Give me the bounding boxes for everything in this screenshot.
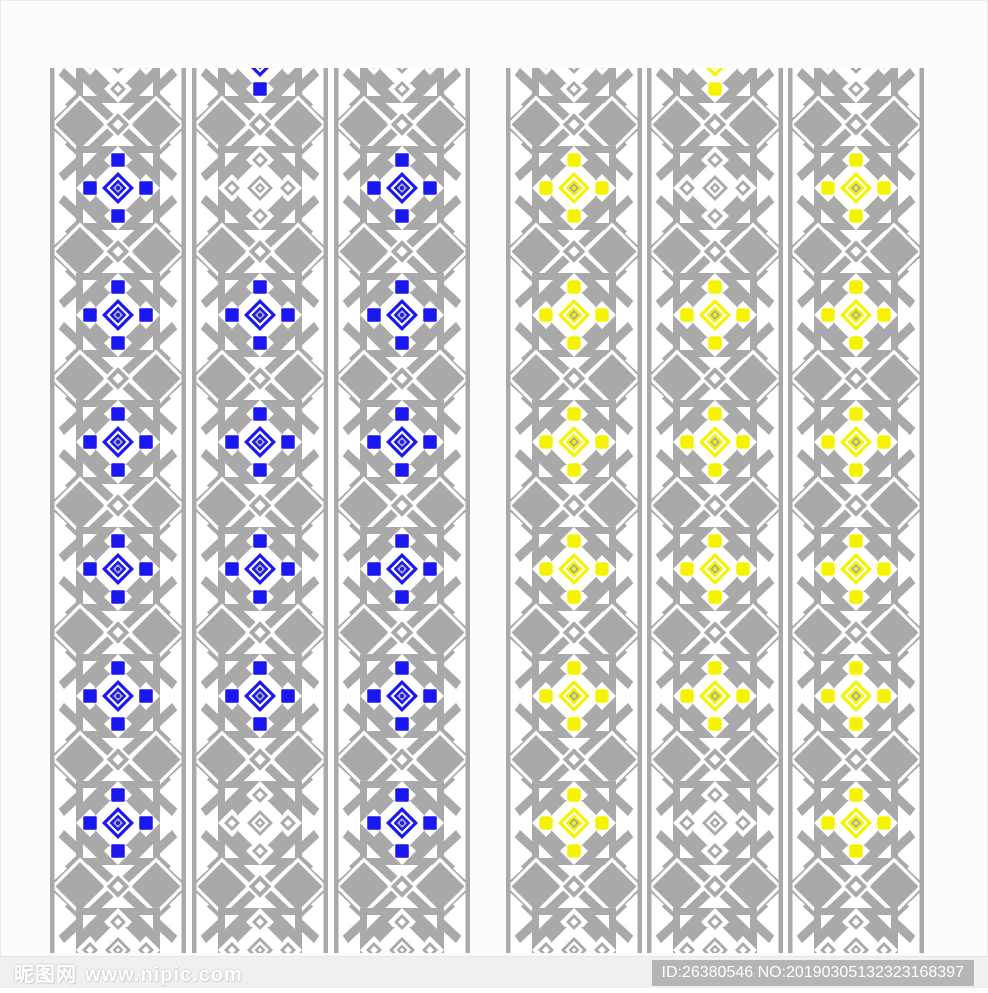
image-id-badge: ID:26380546 NO:20190305132323168397 (651, 959, 974, 986)
bottom-margin (0, 988, 988, 993)
site-logo-text: 昵图网 (14, 964, 77, 986)
pattern-panel-yellow (506, 68, 924, 953)
pattern-svg-blue (50, 68, 470, 953)
watermark-bar: 昵图网 www.nipic.com ID:26380546 NO:20190305… (0, 956, 988, 988)
site-url-text: www.nipic.com (85, 964, 243, 986)
site-watermark: 昵图网 www.nipic.com (14, 958, 243, 987)
pattern-panel-blue (50, 68, 470, 953)
pattern-svg-yellow (506, 68, 924, 953)
